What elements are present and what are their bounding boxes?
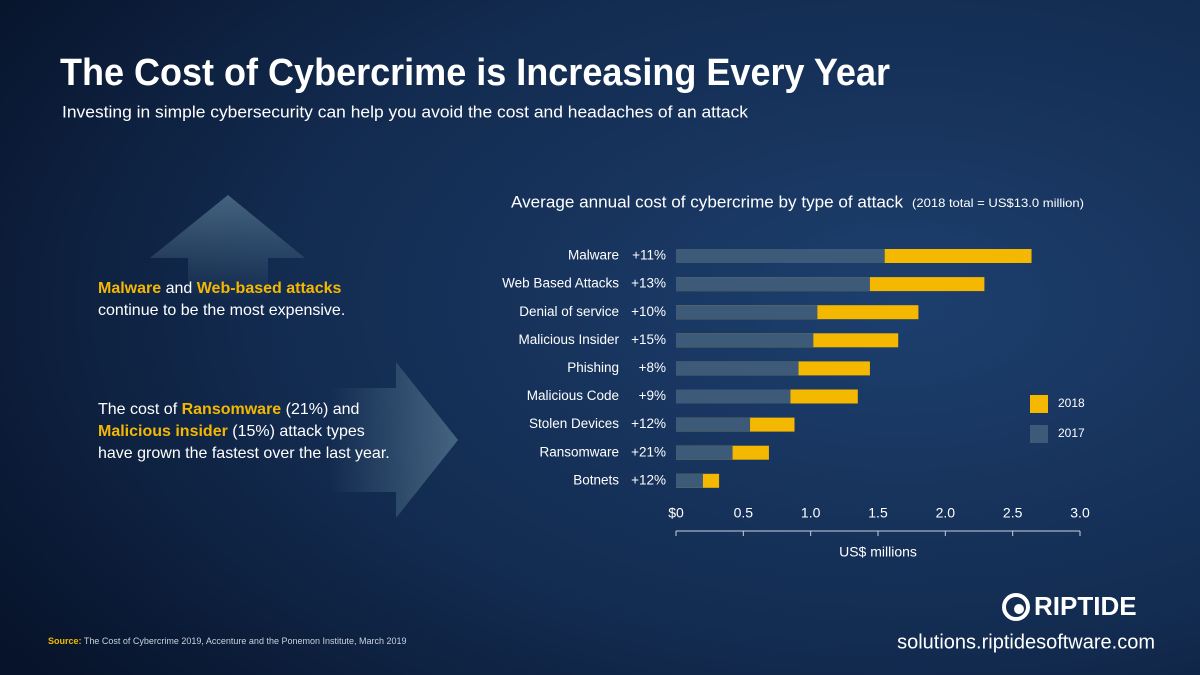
note-highlight: Ransomware [182, 401, 282, 418]
category-label: Phishing [567, 360, 619, 375]
source-text: The Cost of Cybercrime 2019, Accenture a… [82, 636, 407, 646]
x-tick-label: 1.5 [868, 505, 888, 521]
bar [676, 417, 751, 432]
bar [676, 445, 733, 460]
change-label: +13% [631, 276, 666, 291]
x-axis-label: US$ millions [839, 544, 917, 560]
change-label: +8% [639, 360, 666, 375]
chart-title: Average annual cost of cybercrime by typ… [511, 192, 903, 211]
category-label: Malware [568, 248, 619, 263]
change-label: +15% [631, 332, 666, 347]
category-label: Malicious Code [527, 388, 619, 403]
bar [676, 389, 791, 404]
note-highlight: Web-based attacks [197, 280, 342, 297]
category-label: Ransomware [539, 444, 619, 459]
note-highlight: Malicious insider [98, 423, 228, 440]
category-label: Web Based Attacks [502, 276, 619, 291]
x-tick-label: 0.5 [734, 505, 754, 521]
bar [676, 333, 814, 348]
bar [676, 249, 885, 263]
note-line: continue to be the most expensive. [98, 302, 345, 319]
note-line: Malicious insider (15%) attack types [98, 423, 365, 440]
title: The Cost of Cybercrime is Increasing Eve… [60, 52, 890, 94]
x-tick-label: 2.5 [1003, 505, 1023, 521]
subtitle: Investing in simple cybersecurity can he… [62, 102, 749, 121]
source-label: Source: [48, 636, 82, 646]
category-label: Malicious Insider [518, 332, 619, 347]
note-highlight: Malware [98, 280, 161, 297]
logo-icon [1002, 593, 1030, 621]
change-label: +21% [631, 444, 666, 459]
x-tick-label: 1.0 [801, 505, 821, 521]
category-label: Stolen Devices [529, 416, 619, 431]
note-text: The cost of [98, 401, 182, 418]
right-arrow [330, 362, 458, 518]
brand-name: RIPTIDE [1034, 591, 1137, 621]
brand: RIPTIDE [1002, 591, 1137, 621]
legend-swatch [1030, 395, 1048, 413]
chart-subtitle: (2018 total = US$13.0 million) [912, 196, 1084, 210]
logo-icon-core [1014, 604, 1024, 614]
change-label: +9% [639, 388, 666, 403]
legend-label: 2018 [1058, 396, 1085, 410]
note-text: and [161, 280, 197, 297]
note-text: continue to be the most expensive. [98, 302, 345, 319]
legend-label: 2017 [1058, 426, 1085, 440]
bar [676, 305, 818, 320]
x-tick-label: 2.0 [936, 505, 956, 521]
note-text: (21%) and [281, 401, 359, 418]
bar [676, 361, 799, 376]
note-text: have grown the fastest over the last yea… [98, 445, 390, 462]
change-label: +10% [631, 304, 666, 319]
note-text: (15%) attack types [228, 423, 365, 440]
category-label: Botnets [573, 472, 619, 487]
url: solutions.riptidesoftware.com [897, 631, 1155, 653]
bar [676, 277, 870, 292]
note-line: have grown the fastest over the last yea… [98, 445, 390, 462]
change-label: +11% [632, 248, 666, 263]
note-line: Malware and Web-based attacks [98, 280, 341, 297]
note-line: The cost of Ransomware (21%) and [98, 401, 359, 418]
up-arrow [150, 195, 305, 300]
bar [676, 473, 703, 488]
change-label: +12% [631, 472, 666, 487]
source: Source: The Cost of Cybercrime 2019, Acc… [48, 636, 407, 646]
change-label: +12% [631, 416, 666, 431]
category-label: Denial of service [519, 304, 619, 319]
x-tick-label: 3.0 [1070, 505, 1090, 521]
legend-swatch [1030, 425, 1048, 443]
x-tick-label: $0 [668, 505, 684, 521]
